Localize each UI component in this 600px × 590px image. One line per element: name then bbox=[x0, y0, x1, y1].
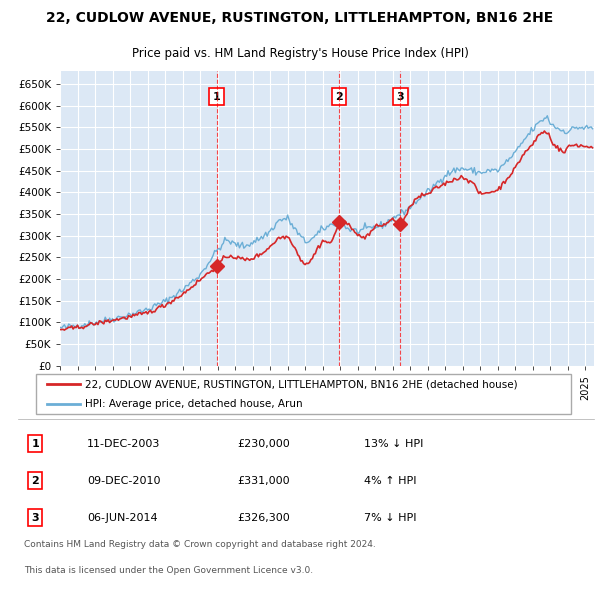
Text: 22, CUDLOW AVENUE, RUSTINGTON, LITTLEHAMPTON, BN16 2HE (detached house): 22, CUDLOW AVENUE, RUSTINGTON, LITTLEHAM… bbox=[85, 379, 518, 389]
Text: 1: 1 bbox=[213, 92, 221, 102]
Text: 11-DEC-2003: 11-DEC-2003 bbox=[87, 438, 160, 448]
Text: 09-DEC-2010: 09-DEC-2010 bbox=[87, 476, 161, 486]
Text: 13% ↓ HPI: 13% ↓ HPI bbox=[364, 438, 423, 448]
Text: 22, CUDLOW AVENUE, RUSTINGTON, LITTLEHAMPTON, BN16 2HE: 22, CUDLOW AVENUE, RUSTINGTON, LITTLEHAM… bbox=[46, 11, 554, 25]
Text: Contains HM Land Registry data © Crown copyright and database right 2024.: Contains HM Land Registry data © Crown c… bbox=[24, 540, 376, 549]
Text: This data is licensed under the Open Government Licence v3.0.: This data is licensed under the Open Gov… bbox=[24, 566, 313, 575]
Text: 7% ↓ HPI: 7% ↓ HPI bbox=[364, 513, 416, 523]
Text: £331,000: £331,000 bbox=[237, 476, 290, 486]
Text: 3: 3 bbox=[31, 513, 39, 523]
Text: 06-JUN-2014: 06-JUN-2014 bbox=[87, 513, 158, 523]
Text: 2: 2 bbox=[335, 92, 343, 102]
Text: 1: 1 bbox=[31, 438, 39, 448]
Text: £230,000: £230,000 bbox=[237, 438, 290, 448]
FancyBboxPatch shape bbox=[35, 374, 571, 414]
Text: Price paid vs. HM Land Registry's House Price Index (HPI): Price paid vs. HM Land Registry's House … bbox=[131, 47, 469, 60]
Text: 2: 2 bbox=[31, 476, 39, 486]
Text: 3: 3 bbox=[397, 92, 404, 102]
Text: HPI: Average price, detached house, Arun: HPI: Average price, detached house, Arun bbox=[85, 399, 303, 408]
Text: 4% ↑ HPI: 4% ↑ HPI bbox=[364, 476, 416, 486]
Text: £326,300: £326,300 bbox=[237, 513, 290, 523]
